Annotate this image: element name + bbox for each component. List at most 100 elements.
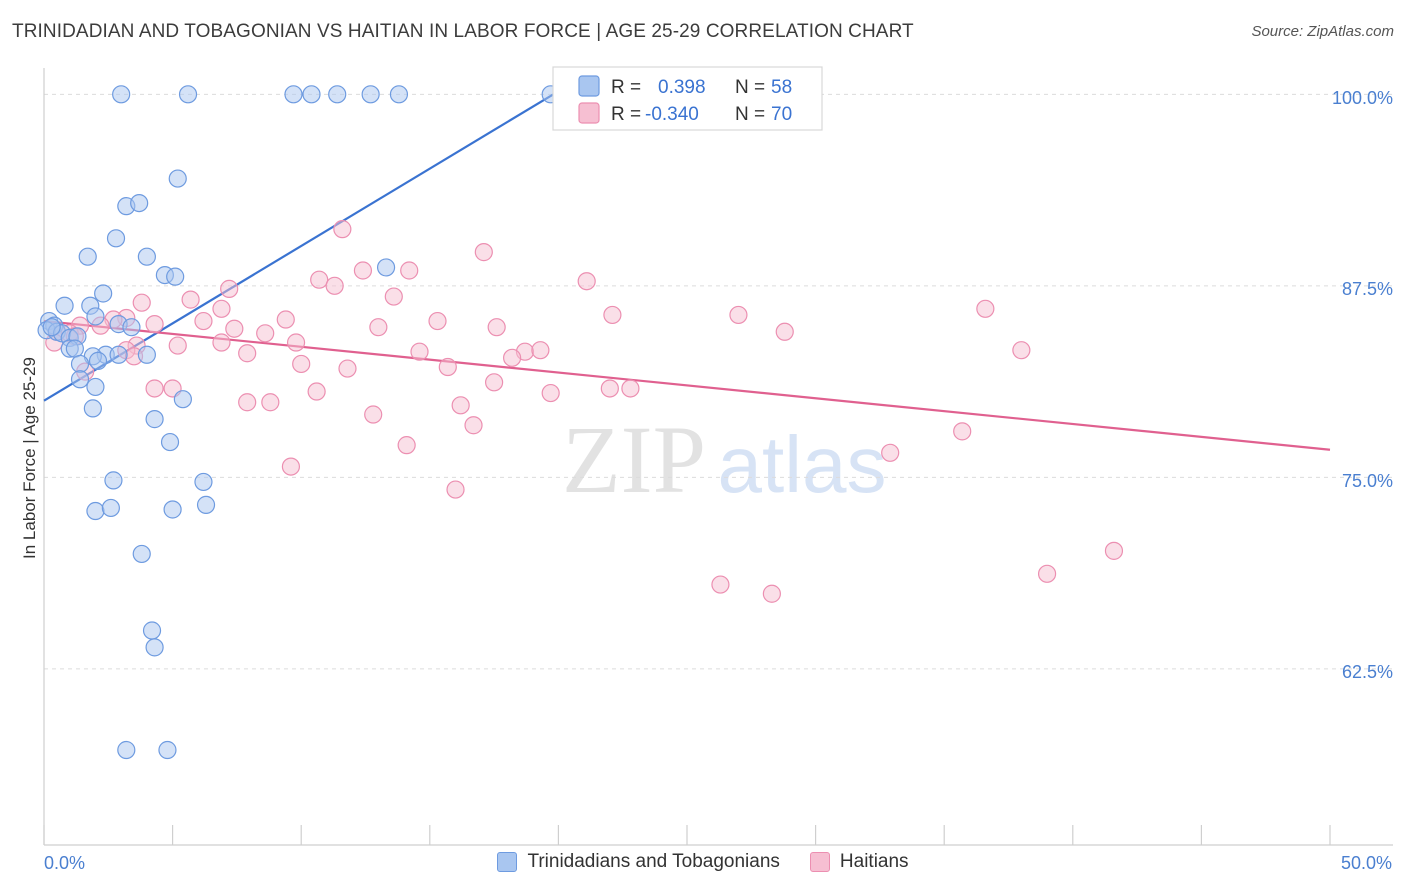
point-trinidadian [86, 377, 105, 397]
point-haitian [333, 220, 352, 239]
point-haitian [976, 299, 995, 318]
point-trinidadian [178, 85, 198, 104]
point-haitian [369, 318, 388, 337]
point-trinidadian [83, 399, 102, 418]
legend-n-value: 70 [771, 104, 792, 125]
point-haitian [485, 373, 504, 392]
point-haitian [276, 310, 295, 329]
chart-title: TRINIDADIAN AND TOBAGONIAN VS HAITIAN IN… [12, 21, 914, 42]
y-tick-label: 75.0% [1342, 471, 1393, 491]
point-trinidadian [160, 432, 180, 452]
point-trinidadian [122, 318, 141, 337]
point-trinidadian [145, 410, 164, 429]
point-trinidadian [88, 351, 108, 370]
point-haitian [729, 305, 748, 325]
y-tick-label: 87.5% [1342, 279, 1393, 299]
point-haitian [487, 318, 506, 337]
point-haitian [577, 272, 596, 291]
legend-item-haitians: Haitians [809, 851, 909, 873]
point-haitian [212, 333, 231, 352]
point-trinidadian [194, 472, 213, 492]
point-haitian [364, 405, 383, 424]
x-tick-label-min: 0.0% [44, 853, 85, 873]
point-haitian [881, 443, 900, 462]
point-trinidadian [376, 258, 396, 277]
stats-legend: R = 0.398 N = 58 R = -0.340 N = 70 [552, 66, 823, 131]
y-tick-label: 62.5% [1342, 662, 1393, 682]
point-haitian [464, 416, 483, 435]
legend-swatch-pink [578, 102, 600, 124]
point-trinidadian [78, 247, 97, 266]
y-axis-label: In Labor Force | Age 25-29 [20, 357, 39, 559]
point-trinidadian [42, 318, 61, 337]
point-trinidadian [106, 229, 126, 248]
point-trinidadian [302, 85, 321, 104]
point-trinidadian [166, 267, 185, 286]
point-haitian [446, 480, 465, 499]
point-trinidadian [168, 169, 187, 188]
point-haitian [428, 311, 447, 331]
point-haitian [621, 379, 640, 398]
point-trinidadian [65, 339, 84, 358]
point-haitian [1104, 541, 1124, 560]
point-trinidadian [130, 193, 149, 213]
point-haitian [261, 393, 280, 412]
legend-n-label: N = [735, 77, 765, 98]
point-haitian [145, 379, 164, 398]
point-haitian [292, 354, 311, 374]
point-haitian [503, 348, 522, 367]
legend-r-label: R = [611, 77, 641, 98]
point-haitian [181, 290, 200, 309]
point-trinidadian [137, 345, 156, 364]
point-haitian [338, 359, 357, 378]
point-trinidadian [142, 621, 162, 640]
legend-swatch-pink [809, 852, 830, 872]
point-haitian [397, 436, 416, 455]
legend-n-label: N = [735, 104, 765, 125]
point-haitian [256, 324, 275, 343]
legend-r-value: -0.340 [645, 104, 699, 125]
legend-n-value: 58 [771, 77, 792, 98]
point-haitian [1037, 564, 1057, 583]
point-trinidadian [112, 85, 131, 104]
legend-item-trinidadians: Trinidadians and Tobagonians [497, 851, 780, 873]
legend-r-label: R = [611, 104, 641, 125]
point-haitian [238, 393, 257, 412]
source-label: Source: ZipAtlas.com [1251, 23, 1394, 40]
point-haitian [220, 279, 239, 298]
point-haitian [711, 575, 730, 594]
point-trinidadian [86, 501, 105, 521]
point-trinidadian [361, 85, 380, 104]
trend-line-haitian [43, 319, 1331, 451]
point-trinidadian [158, 740, 177, 760]
point-haitian [225, 319, 244, 338]
point-haitian [541, 383, 560, 403]
legend-label: Haitians [839, 851, 909, 872]
point-haitian [194, 311, 213, 331]
point-trinidadian [163, 500, 182, 519]
point-trinidadian [173, 390, 192, 409]
point-trinidadian [70, 370, 90, 389]
x-tick-label-max: 50.0% [1341, 853, 1392, 873]
point-haitian [762, 584, 781, 603]
watermark-atlas: atlas [718, 420, 887, 509]
point-trinidadian [55, 296, 74, 315]
point-haitian [953, 422, 972, 441]
point-trinidadian [328, 85, 347, 104]
legend-r-value: 0.398 [658, 77, 706, 98]
point-trinidadian [86, 307, 105, 326]
point-haitian [325, 276, 344, 295]
point-haitian [474, 243, 493, 262]
point-haitian [1012, 341, 1031, 360]
point-trinidadian [145, 638, 164, 657]
point-haitian [438, 357, 457, 377]
y-tick-label: 100.0% [1332, 88, 1393, 108]
point-haitian [145, 315, 164, 334]
point-trinidadian [109, 345, 128, 364]
point-trinidadian [101, 498, 120, 518]
point-haitian [775, 322, 794, 341]
point-haitian [384, 287, 403, 306]
point-trinidadian [104, 471, 123, 490]
point-haitian [238, 344, 257, 363]
point-trinidadian [70, 354, 90, 374]
